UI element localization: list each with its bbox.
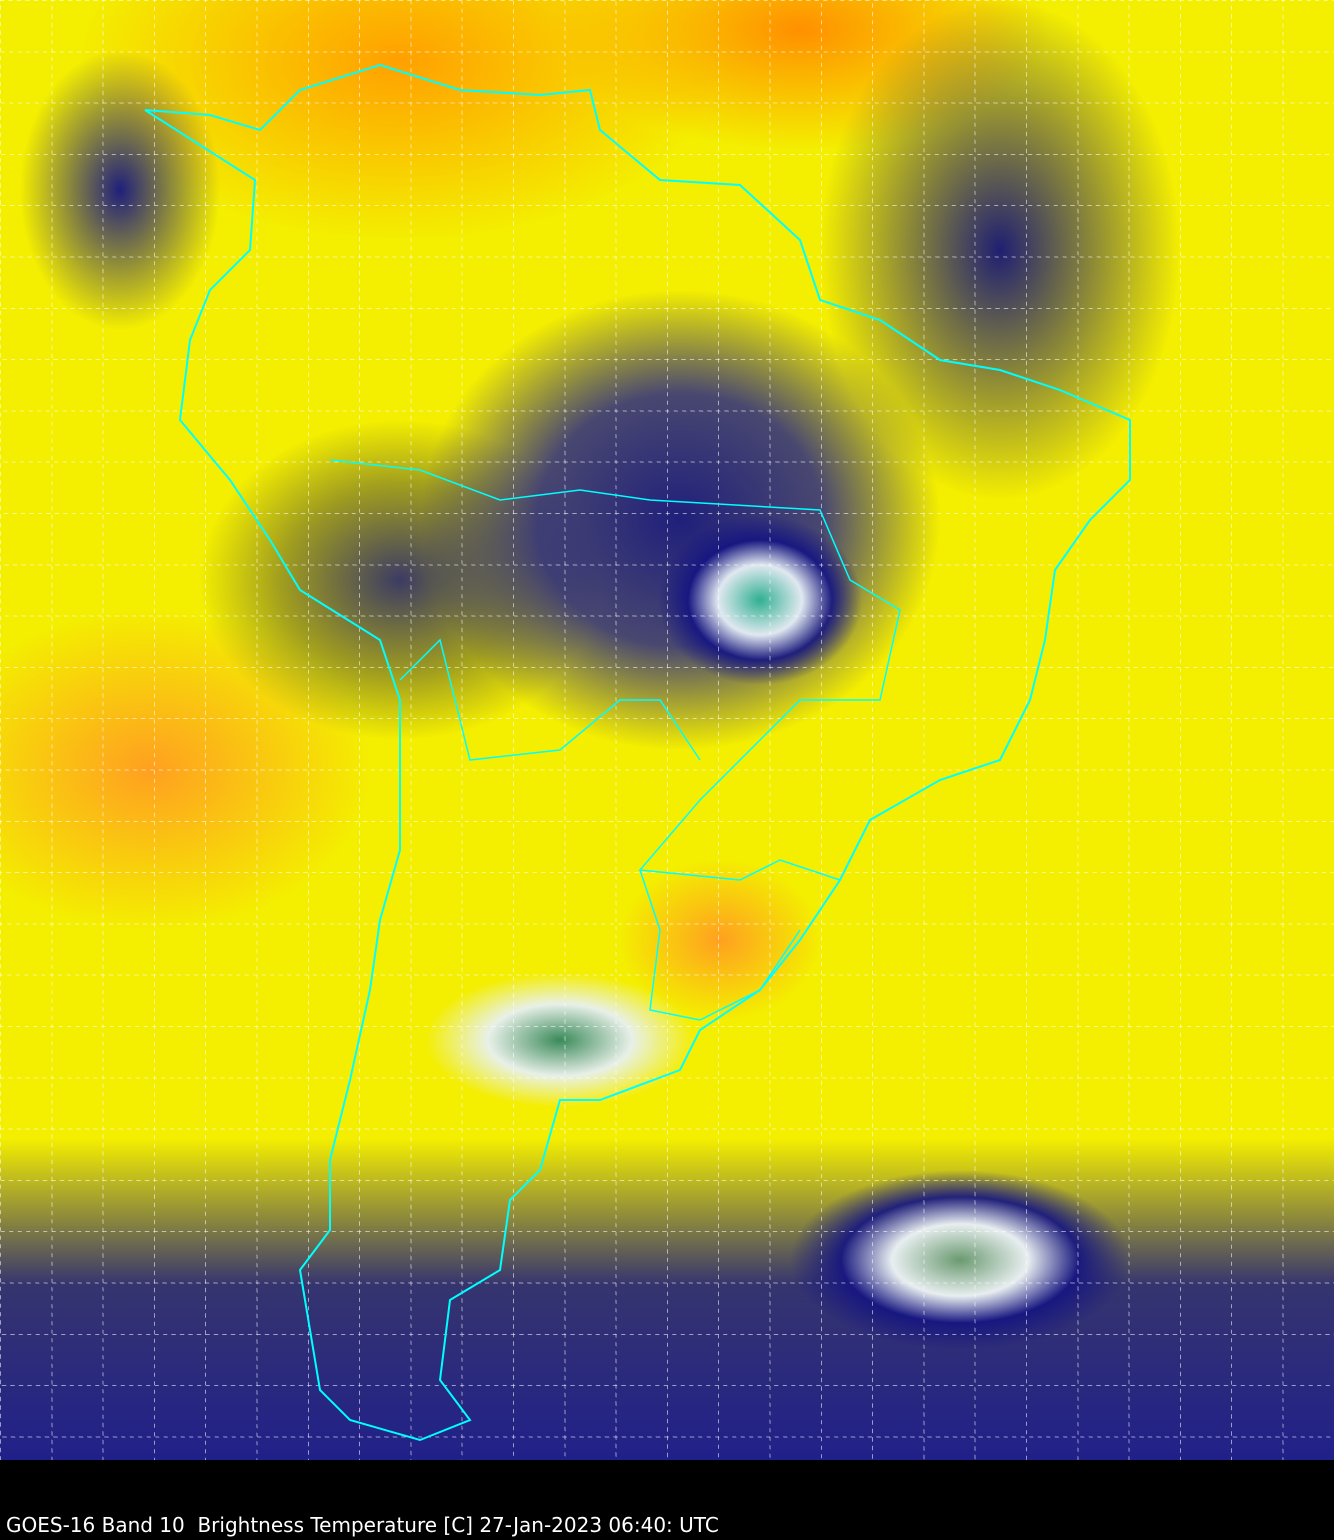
south-america-coastline	[144, 63, 1131, 1442]
image-caption: GOES-16 Band 10 Brightness Temperature […	[6, 1513, 719, 1537]
interior-borders	[329, 459, 901, 881]
country-borders-overlay	[144, 63, 1131, 1442]
interior-borders	[639, 869, 801, 1021]
lat-lon-grid	[0, 0, 1334, 1460]
interior-borders	[399, 638, 701, 761]
